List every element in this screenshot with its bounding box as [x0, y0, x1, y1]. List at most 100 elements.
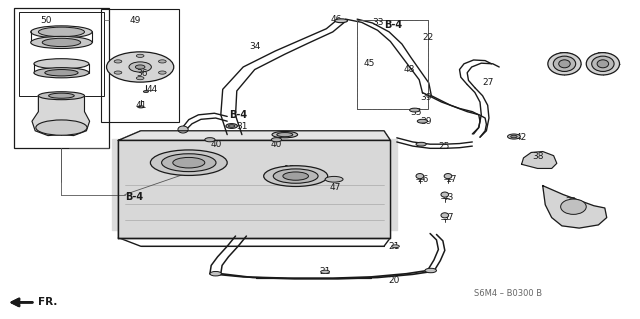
Ellipse shape: [508, 134, 520, 139]
Ellipse shape: [392, 245, 399, 248]
Ellipse shape: [416, 174, 424, 179]
Ellipse shape: [511, 135, 517, 138]
Ellipse shape: [416, 142, 426, 146]
Ellipse shape: [150, 150, 227, 175]
Ellipse shape: [264, 166, 328, 186]
Text: 47: 47: [330, 183, 341, 192]
Ellipse shape: [410, 108, 420, 112]
Text: 40: 40: [211, 140, 222, 149]
Ellipse shape: [159, 60, 166, 63]
Ellipse shape: [106, 52, 174, 82]
Text: 38: 38: [532, 152, 543, 161]
Polygon shape: [522, 152, 557, 168]
Text: 34: 34: [249, 42, 260, 51]
Text: 28: 28: [559, 52, 570, 61]
Ellipse shape: [138, 106, 144, 108]
Ellipse shape: [31, 36, 92, 48]
Text: 33: 33: [372, 18, 383, 27]
Ellipse shape: [226, 123, 237, 129]
Bar: [357, 20, 428, 109]
Bar: [19, 12, 104, 96]
Ellipse shape: [136, 54, 144, 57]
Ellipse shape: [173, 158, 205, 168]
Ellipse shape: [597, 60, 609, 68]
Ellipse shape: [325, 176, 343, 182]
Text: B-4: B-4: [385, 20, 403, 30]
Ellipse shape: [34, 68, 89, 78]
Text: 39: 39: [420, 93, 432, 102]
Ellipse shape: [321, 270, 330, 273]
Text: 36: 36: [136, 69, 148, 78]
Ellipse shape: [210, 271, 221, 276]
Ellipse shape: [143, 91, 148, 93]
Ellipse shape: [283, 172, 308, 180]
Ellipse shape: [591, 56, 614, 71]
Ellipse shape: [159, 71, 166, 74]
Ellipse shape: [559, 60, 570, 68]
Bar: [101, 9, 179, 122]
Ellipse shape: [553, 56, 576, 71]
Ellipse shape: [49, 93, 74, 98]
Text: 40: 40: [271, 140, 282, 149]
Ellipse shape: [272, 131, 298, 138]
Text: FR.: FR.: [38, 297, 58, 308]
Text: 17: 17: [446, 175, 458, 184]
Text: 29: 29: [565, 197, 577, 206]
Text: 35: 35: [410, 108, 422, 117]
Text: 31: 31: [236, 122, 248, 130]
Ellipse shape: [425, 268, 436, 273]
Ellipse shape: [277, 133, 293, 137]
Ellipse shape: [273, 169, 318, 183]
Text: 21: 21: [319, 267, 331, 276]
Text: 37: 37: [442, 213, 454, 222]
Bar: [14, 8, 109, 148]
Text: 20: 20: [388, 276, 399, 285]
Ellipse shape: [586, 53, 620, 75]
Text: 22: 22: [422, 33, 433, 42]
Text: B-4: B-4: [125, 192, 143, 202]
Text: 43: 43: [442, 193, 454, 202]
Polygon shape: [112, 139, 397, 230]
Text: 25: 25: [438, 142, 450, 151]
Text: 21: 21: [388, 242, 400, 251]
Text: 44: 44: [147, 85, 158, 94]
Ellipse shape: [114, 60, 122, 63]
Text: 50: 50: [40, 16, 52, 25]
Ellipse shape: [42, 38, 81, 47]
Ellipse shape: [38, 92, 84, 100]
Ellipse shape: [228, 125, 235, 127]
Text: 41: 41: [135, 101, 147, 110]
Bar: [357, 20, 428, 109]
Polygon shape: [118, 140, 390, 238]
Text: 42: 42: [516, 133, 527, 142]
Ellipse shape: [129, 62, 151, 72]
Text: S6M4 – B0300 B: S6M4 – B0300 B: [474, 289, 541, 298]
Ellipse shape: [161, 154, 216, 172]
Text: 18: 18: [284, 165, 295, 174]
Text: 49: 49: [130, 16, 141, 25]
Ellipse shape: [441, 213, 449, 218]
Ellipse shape: [136, 65, 145, 69]
Text: 48: 48: [404, 65, 415, 74]
Ellipse shape: [561, 199, 586, 214]
Text: 27: 27: [482, 78, 493, 87]
Text: 30: 30: [596, 52, 607, 61]
Text: 45: 45: [364, 59, 375, 68]
Ellipse shape: [45, 70, 78, 76]
Ellipse shape: [548, 53, 581, 75]
Ellipse shape: [205, 138, 215, 142]
Polygon shape: [543, 186, 607, 228]
Ellipse shape: [34, 59, 89, 69]
Ellipse shape: [136, 77, 144, 80]
Ellipse shape: [178, 126, 188, 133]
Ellipse shape: [271, 138, 282, 142]
Text: 26: 26: [417, 175, 429, 184]
Ellipse shape: [335, 19, 348, 23]
Ellipse shape: [36, 120, 87, 135]
Ellipse shape: [441, 192, 449, 197]
Ellipse shape: [114, 71, 122, 74]
Text: 39: 39: [420, 117, 432, 126]
Ellipse shape: [31, 26, 92, 38]
Polygon shape: [118, 131, 390, 140]
Text: B-4: B-4: [229, 110, 247, 120]
